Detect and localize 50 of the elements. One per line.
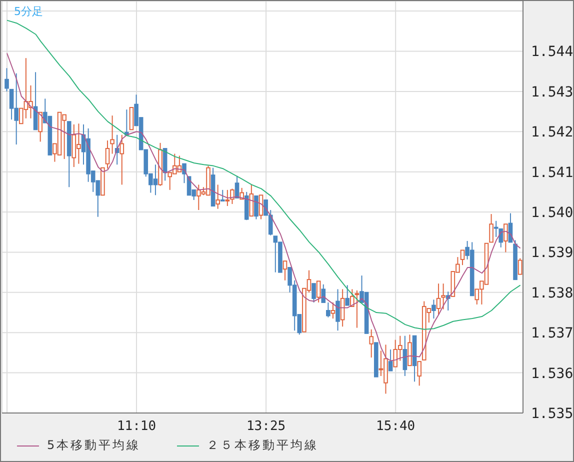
- y-tick-label: 1.539: [531, 245, 574, 262]
- candlestick: [225, 189, 230, 206]
- chart-title: 5分足: [14, 4, 43, 19]
- candlestick: [282, 260, 288, 281]
- candlestick: [4, 68, 9, 92]
- x-tick-label: 11:10: [116, 419, 156, 434]
- candlestick: [182, 163, 186, 184]
- candlestick: [336, 288, 340, 332]
- candlestick: [312, 283, 316, 303]
- y-tick-label: 1.536: [531, 366, 574, 382]
- candlestick: [388, 348, 393, 372]
- candlestick: [216, 184, 220, 210]
- y-tick-label: 1.535: [531, 406, 574, 422]
- candlestick: [321, 284, 326, 303]
- candlestick: [244, 191, 249, 221]
- candlestick: [345, 284, 350, 306]
- legend-label: ２５本移動平均線: [206, 437, 319, 454]
- candlestick: [417, 361, 422, 386]
- candlestick: [460, 250, 465, 266]
- candlestick: [110, 115, 114, 154]
- y-tick-label: 1.542: [531, 124, 574, 141]
- candlestick: [504, 224, 508, 253]
- candlestick: [408, 334, 412, 366]
- y-tick-label: 1.537: [531, 326, 574, 342]
- candlestick: [489, 214, 494, 243]
- candlestick: [129, 107, 134, 130]
- candlestick: [350, 288, 354, 307]
- y-tick-label: 1.540: [531, 204, 574, 221]
- candlestick: [316, 280, 321, 303]
- candlestick: [354, 290, 360, 328]
- y-tick-label: 1.538: [531, 285, 574, 302]
- candlestick: [38, 112, 42, 142]
- candlestick: [441, 283, 446, 310]
- candlestick: [330, 302, 336, 320]
- candlestick: [432, 299, 436, 320]
- line-series: [6, 20, 521, 330]
- legend-label: 5本移動平均線: [47, 437, 141, 454]
- candlestick: [120, 134, 124, 186]
- candlestick: [105, 140, 110, 170]
- candlestick: [254, 195, 258, 220]
- candlestick: [220, 189, 225, 202]
- x-tick-label: 15:40: [376, 419, 416, 434]
- y-tick-label: 1.543: [531, 84, 574, 100]
- y-tick-label: 1.541: [531, 164, 574, 181]
- candlestick: [230, 188, 234, 204]
- y-tick-label: 1.544: [531, 44, 574, 60]
- candlestick: [369, 328, 374, 358]
- x-tick-label: 13:25: [246, 419, 286, 434]
- candlestick: [436, 283, 441, 316]
- candlestick: [326, 302, 330, 318]
